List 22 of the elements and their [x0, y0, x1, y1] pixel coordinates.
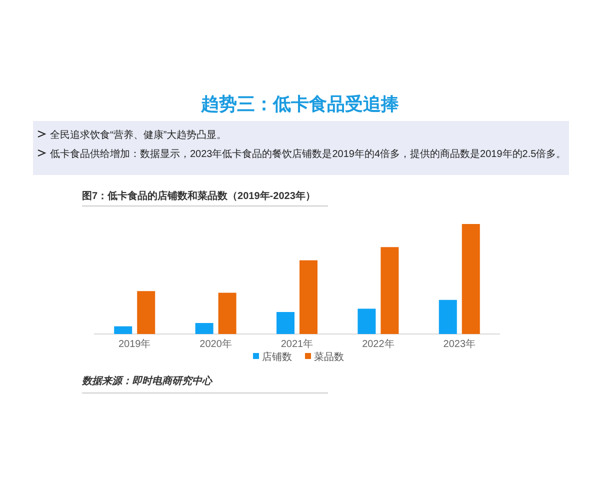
text: 低卡食品供给增加：数据显示，2023年低卡食品的餐饮店铺数是2019年的4倍多，提供的商品数是2019年的2.5倍多。: [50, 148, 566, 160]
x-tick-label: 2020年: [200, 338, 232, 350]
x-tick-label: 2023年: [443, 338, 476, 350]
x-tick-label: 2019年: [118, 338, 151, 350]
bar: [114, 326, 132, 334]
x-tick-label: 2022年: [362, 338, 394, 350]
bar: [218, 292, 236, 334]
bar: [380, 247, 399, 334]
bar: [300, 260, 318, 334]
legend-label: 菜品数: [314, 351, 344, 363]
bar: [358, 308, 376, 334]
bar: [462, 224, 480, 334]
chart-title: 趋势三：低卡食品受追捧: [200, 94, 400, 114]
bar: [137, 291, 156, 334]
chart-subtitle: 图7：低卡食品的店铺数和菜品数（2019年-2023年）: [82, 190, 316, 202]
legend-label: 店铺数: [262, 351, 292, 363]
text: 全民追求饮食“营养、健康”大趋势凸显。: [50, 129, 227, 141]
bar: [276, 312, 294, 334]
x-tick-label: 2021年: [280, 338, 314, 350]
bar: [195, 323, 214, 334]
bar: [438, 300, 457, 334]
source-note: 数据来源：即时电商研究中心: [81, 375, 213, 387]
